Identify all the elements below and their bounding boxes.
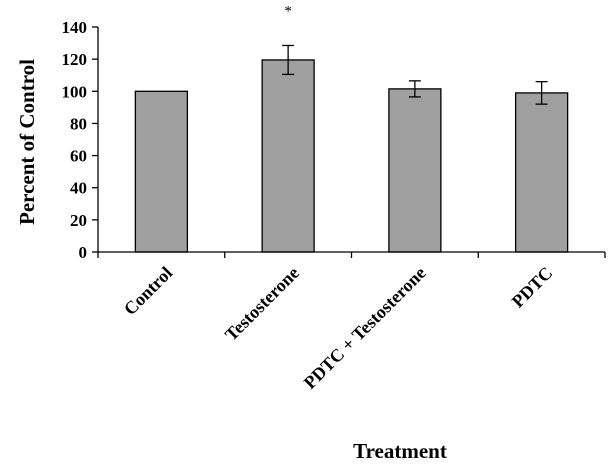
x-tick-label: Control	[120, 263, 176, 319]
y-tick-label: 100	[62, 82, 88, 101]
y-tick-label: 80	[70, 114, 87, 133]
bar	[261, 59, 315, 253]
bar	[388, 88, 442, 253]
bar	[134, 90, 189, 253]
y-tick-label: 0	[79, 243, 88, 262]
y-axis-title: Percent of Control	[15, 59, 39, 225]
x-tick-label: PDTC + Testosterone	[300, 263, 430, 393]
y-tick-label: 140	[62, 18, 88, 37]
y-tick-label: 20	[70, 211, 87, 230]
x-tick-label: PDTC	[508, 263, 557, 312]
x-tick-label: Testosterone	[221, 263, 303, 345]
y-tick-label: 120	[62, 50, 88, 69]
bar	[514, 92, 569, 253]
x-axis-title: Treatment	[353, 439, 447, 463]
y-tick-label: 60	[70, 147, 87, 166]
y-tick-label: 40	[70, 179, 87, 198]
significance-marker: *	[284, 3, 292, 19]
